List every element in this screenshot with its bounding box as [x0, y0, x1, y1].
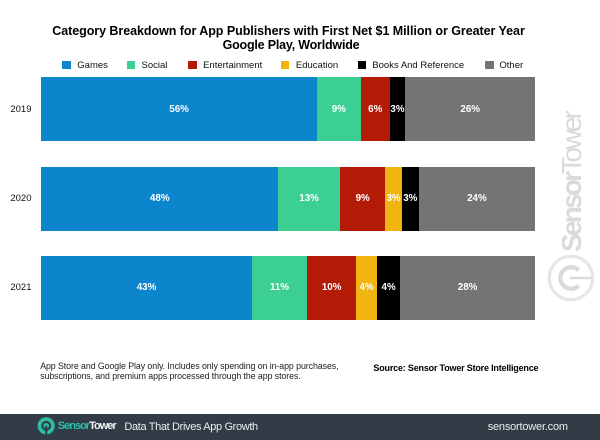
- svg-text:SensorTower: SensorTower: [556, 110, 587, 252]
